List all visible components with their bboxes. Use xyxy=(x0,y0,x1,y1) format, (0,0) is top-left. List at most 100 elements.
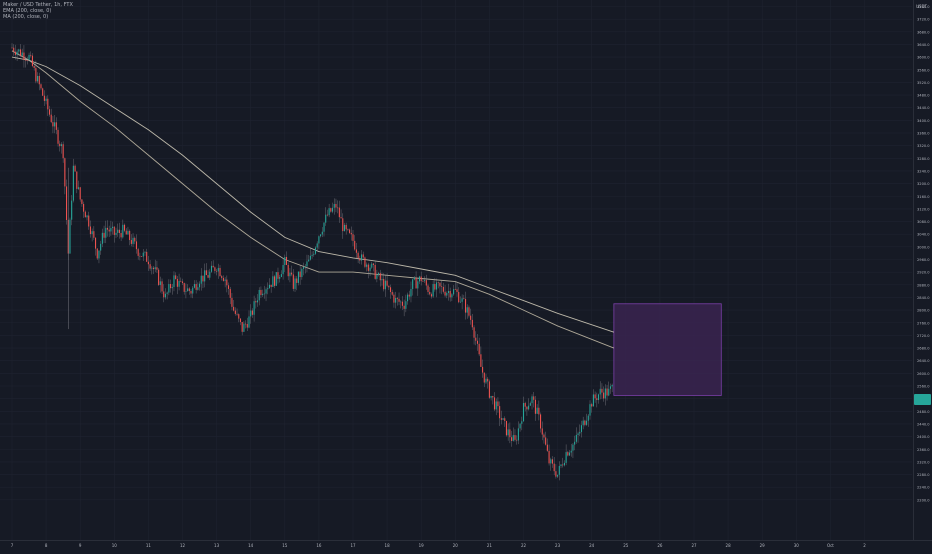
candle-up xyxy=(105,227,107,238)
candle-up xyxy=(308,259,310,262)
candle-down xyxy=(434,284,436,290)
price-tick-label: 3160.0 xyxy=(917,195,930,199)
price-tick-label: 2360.0 xyxy=(917,448,930,452)
price-tick-label: 2600.0 xyxy=(917,372,930,376)
candle-up xyxy=(343,224,346,232)
candle-down xyxy=(35,67,37,82)
candle-up xyxy=(453,289,455,295)
candle-up xyxy=(570,450,572,453)
candle-down xyxy=(393,294,395,303)
candle-up xyxy=(301,268,303,278)
price-tick-label: 2840.0 xyxy=(917,296,930,300)
candle-up xyxy=(395,297,397,303)
currency-label[interactable]: USDT xyxy=(916,4,927,9)
candle-down xyxy=(335,203,337,208)
time-scale-separator xyxy=(0,540,932,541)
candle-up xyxy=(98,250,100,259)
candle-down xyxy=(516,439,518,441)
time-tick-label: 18 xyxy=(385,543,391,548)
candle-up xyxy=(297,271,299,283)
price-tick-label: 2480.0 xyxy=(917,410,930,414)
candle-down xyxy=(149,264,151,269)
candle-down xyxy=(231,297,233,307)
candle-up xyxy=(294,278,296,289)
price-tick-label: 3000.0 xyxy=(917,245,930,249)
candle-down xyxy=(161,281,163,292)
candle-up xyxy=(410,288,412,297)
candle-down xyxy=(11,47,13,49)
candle-down xyxy=(596,398,598,401)
candle-up xyxy=(187,288,189,292)
candle-down xyxy=(401,301,403,306)
candle-down xyxy=(19,49,22,56)
candle-up xyxy=(101,232,103,244)
candle-down xyxy=(212,265,214,268)
candle-up xyxy=(435,282,438,290)
candle-down xyxy=(345,224,347,230)
candle-down xyxy=(449,290,451,298)
candle-down xyxy=(342,218,344,232)
candle-down xyxy=(526,406,528,410)
candle-up xyxy=(171,287,173,289)
candle-down xyxy=(524,402,526,407)
candle-down xyxy=(120,233,122,238)
candle-down xyxy=(163,291,165,298)
candle-down xyxy=(147,261,149,265)
time-tick-label: 15 xyxy=(282,543,288,548)
candle-down xyxy=(277,272,279,279)
candle-up xyxy=(18,49,20,52)
candle-up xyxy=(522,402,525,422)
candle-down xyxy=(427,285,429,292)
symbol-title[interactable]: Maker / USD Tether, 1h, FTX xyxy=(3,2,73,8)
candle-up xyxy=(432,284,434,297)
time-tick-label: 2 xyxy=(863,543,866,548)
candle-down xyxy=(89,226,91,235)
candle-up xyxy=(250,310,252,317)
price-tick-label: 2560.0 xyxy=(917,385,930,389)
candle-down xyxy=(93,231,95,238)
ma-legend[interactable]: MA (200, close, 0) xyxy=(3,14,49,20)
candle-down xyxy=(270,284,272,287)
candle-down xyxy=(180,280,182,282)
candle-down xyxy=(66,186,68,220)
candle-down xyxy=(43,95,45,101)
candle-up xyxy=(318,236,320,244)
candle-down xyxy=(106,227,109,230)
candle-down xyxy=(81,199,83,204)
price-tick-label: 3320.0 xyxy=(917,144,930,148)
candle-up xyxy=(446,293,448,296)
candle-up xyxy=(313,253,315,255)
candle-down xyxy=(221,276,223,278)
candle-down xyxy=(285,256,288,265)
candle-up xyxy=(609,386,612,389)
time-tick-label: 14 xyxy=(248,543,254,548)
time-tick-label: 13 xyxy=(214,543,220,548)
candle-up xyxy=(210,265,213,272)
time-tick-label: 16 xyxy=(316,543,322,548)
candle-down xyxy=(422,281,424,282)
candle-down xyxy=(553,463,555,472)
price-tick-label: 3120.0 xyxy=(917,207,930,211)
candle-up xyxy=(592,394,594,407)
candle-up xyxy=(248,316,250,328)
candle-down xyxy=(463,298,465,299)
candle-down xyxy=(487,378,489,382)
candle-up xyxy=(369,267,371,271)
candle-up xyxy=(309,255,311,260)
price-tick-label: 3760.0 xyxy=(917,5,930,9)
ema-legend[interactable]: EMA (200, close, 0) xyxy=(3,8,52,14)
candle-down xyxy=(222,277,224,281)
candle-down xyxy=(33,65,35,68)
candle-down xyxy=(156,267,158,270)
candle-down xyxy=(175,275,177,279)
candle-up xyxy=(311,254,313,256)
candle-down xyxy=(396,297,398,299)
candle-down xyxy=(546,444,548,451)
candle-up xyxy=(209,271,211,278)
candle-down xyxy=(40,84,42,89)
candle-down xyxy=(229,288,231,298)
candle-up xyxy=(144,251,146,253)
candle-up xyxy=(289,272,291,277)
